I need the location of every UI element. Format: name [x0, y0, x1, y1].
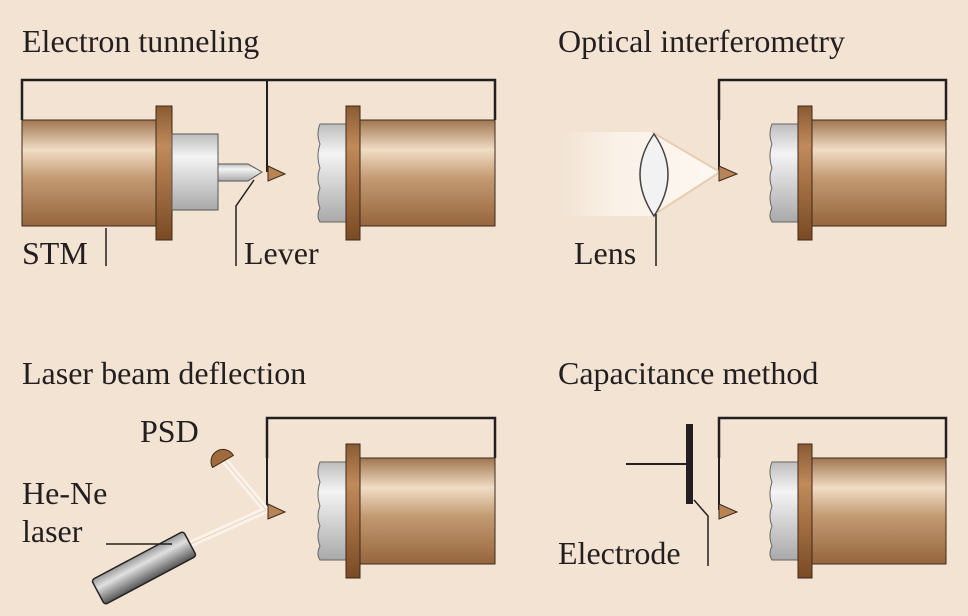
- circuit-wire: [20, 78, 497, 120]
- panel-optical-interferometry: Optical interferometry Lens: [558, 23, 948, 271]
- sample-flange: [345, 443, 361, 579]
- sample-holder: [769, 123, 799, 223]
- stm-flange: [155, 105, 173, 241]
- electrode-plate: [686, 424, 693, 504]
- lens-label: Lens: [574, 235, 636, 271]
- lever-label: Lever: [244, 235, 319, 271]
- circuit-wire: [717, 78, 948, 120]
- panel-laser-beam-deflection: Laser beam deflection PSD He-Ne laser: [22, 355, 497, 605]
- lever-tip: [267, 503, 287, 520]
- laser-label-line2: laser: [22, 513, 83, 549]
- circuit-wire: [265, 416, 497, 458]
- panel-title: Capacitance method: [558, 355, 818, 391]
- sample-holder: [769, 461, 799, 561]
- lever-tip: [718, 503, 739, 520]
- panel-title: Laser beam deflection: [22, 355, 306, 391]
- laser-beam: [184, 457, 270, 550]
- stm-cylinder: [21, 119, 159, 227]
- sample-flange: [345, 105, 361, 241]
- panel-electron-tunneling: Electron tunneling STM Lever: [20, 23, 497, 271]
- lever-leader: [235, 179, 255, 266]
- stm-tip: [217, 163, 263, 182]
- sample-cylinder: [359, 119, 496, 227]
- laser-beam-edge: [185, 459, 267, 547]
- lens: [639, 132, 669, 218]
- sample-holder: [317, 461, 347, 561]
- panel-title: Electron tunneling: [22, 23, 259, 59]
- electrode-leader: [693, 499, 709, 566]
- psd-detector: [210, 448, 235, 469]
- panel-capacitance-method: Capacitance method Electrode: [558, 355, 948, 579]
- laser-tube: [91, 531, 197, 605]
- sample-cylinder: [359, 457, 496, 565]
- psd-label: PSD: [140, 413, 199, 449]
- laser-label-line1: He-Ne: [22, 475, 107, 511]
- stm-label: STM: [22, 235, 88, 271]
- sample-cylinder: [811, 457, 947, 565]
- electrode-label: Electrode: [558, 535, 681, 571]
- circuit-wire: [717, 416, 948, 458]
- sample-cylinder: [811, 119, 947, 227]
- sample-holder: [317, 123, 347, 223]
- panel-title: Optical interferometry: [558, 23, 845, 59]
- lever-tip: [267, 165, 287, 182]
- sample-flange: [797, 443, 813, 579]
- stm-holder: [171, 133, 219, 211]
- lever-tip: [718, 165, 739, 182]
- sample-flange: [797, 105, 813, 241]
